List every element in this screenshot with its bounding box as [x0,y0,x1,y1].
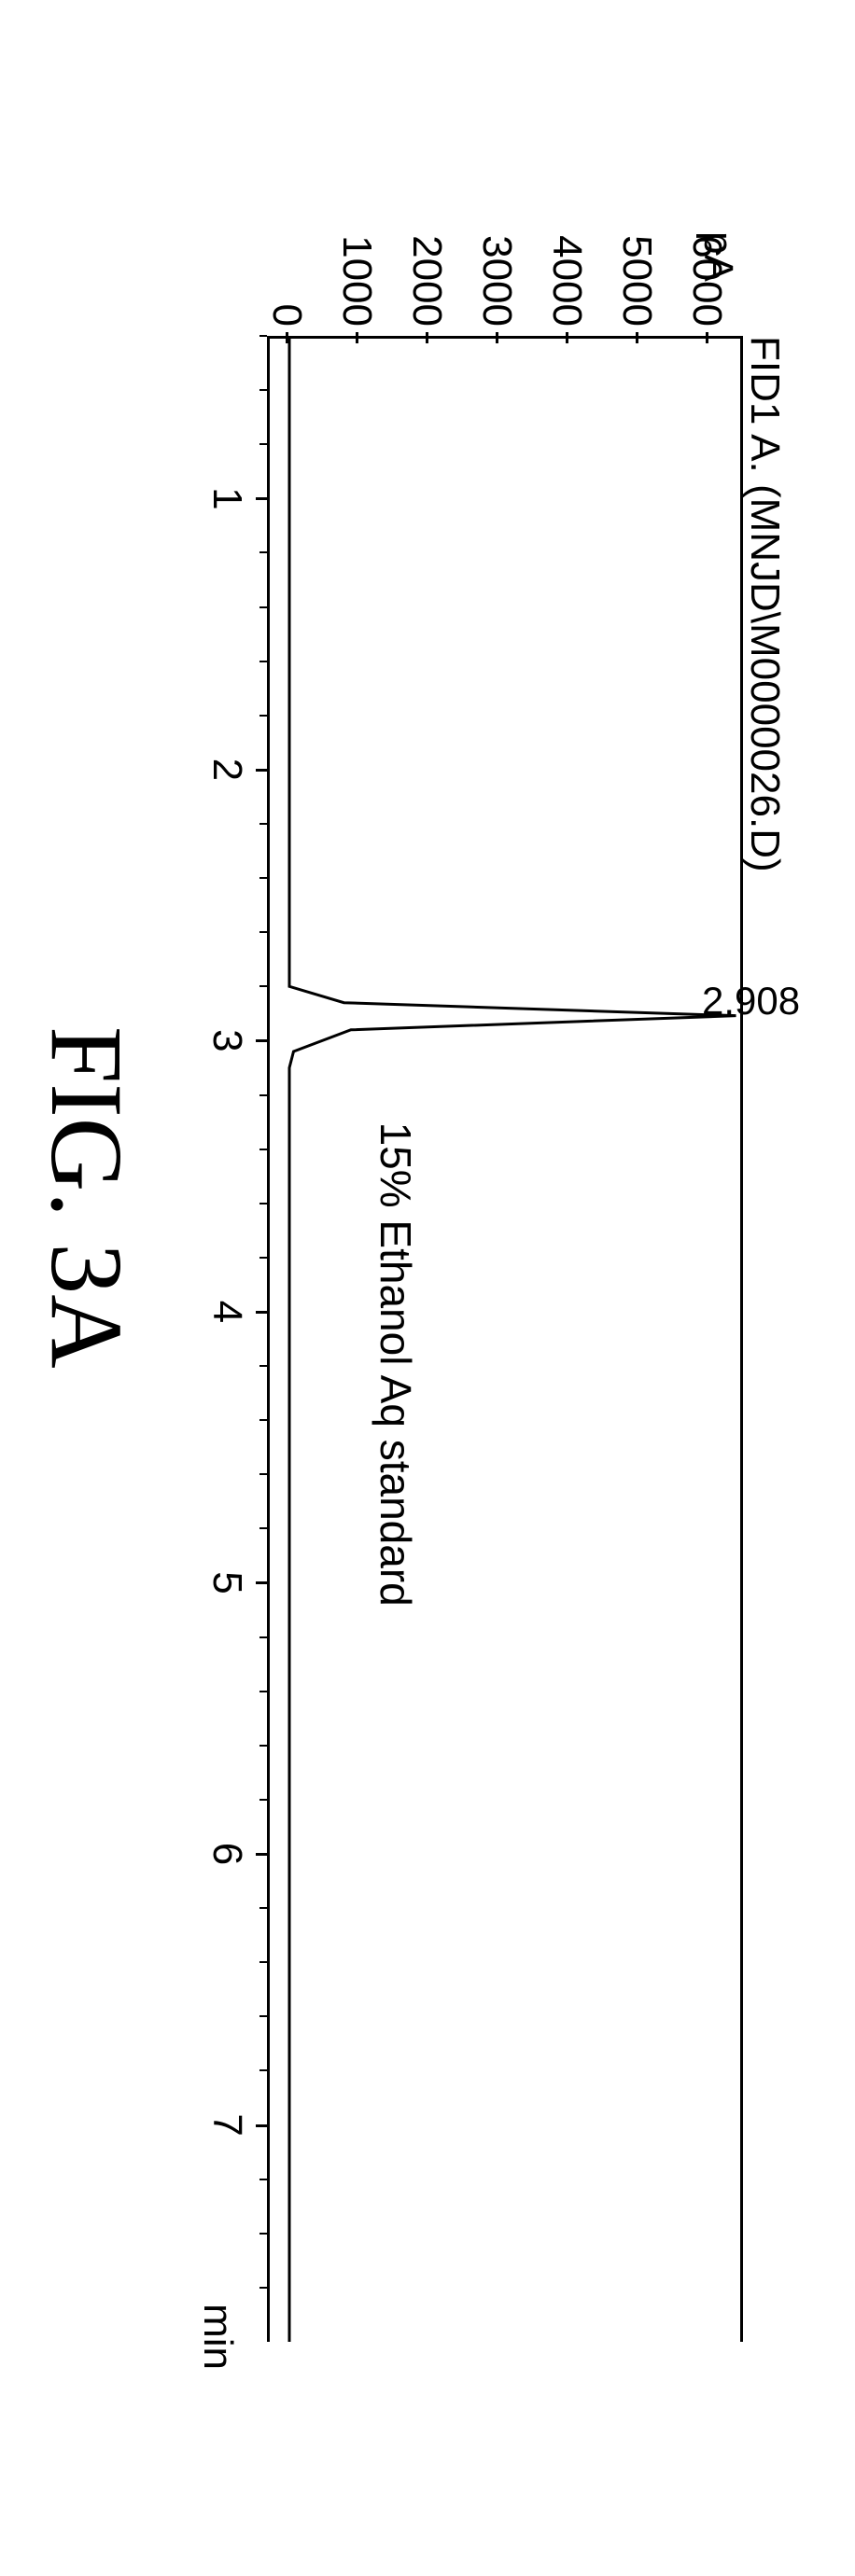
y-tick-label: 6000 [684,215,731,327]
x-tick-label: 4 [203,1301,250,1323]
x-tick [256,2124,267,2127]
y-tick [287,332,289,343]
sample-annotation: 15% Ethanol Aq standard [371,1122,421,1607]
x-minor-tick [259,1961,267,1963]
figure-label: FIG. 3A [27,1026,146,1369]
x-minor-tick [259,1473,267,1475]
x-minor-tick [259,1527,267,1529]
y-tick [497,332,499,343]
x-minor-tick [259,2233,267,2235]
x-axis-label: min [194,2304,241,2370]
x-minor-tick [259,1907,267,1909]
x-tick [256,1039,267,1042]
x-minor-tick [259,335,267,337]
y-tick [427,332,429,343]
chart-title: FID1 A. (MNJD\M0000026.D) [741,336,788,872]
x-tick [256,769,267,772]
trace-line [267,336,743,2342]
chromatogram-chart: FID1 A. (MNJD\M0000026.D) pA 01000200030… [202,149,799,2370]
x-minor-tick [259,1636,267,1638]
x-minor-tick [259,2179,267,2180]
x-minor-tick [259,1691,267,1692]
x-tick-label: 7 [203,2113,250,2136]
y-tick-label: 4000 [544,215,591,327]
y-tick [357,332,359,343]
x-tick [256,497,267,500]
x-minor-tick [259,823,267,825]
y-tick-label: 2000 [404,215,451,327]
x-minor-tick [259,931,267,933]
x-tick [256,1311,267,1314]
x-tick-label: 6 [203,1843,250,1865]
x-minor-tick [259,551,267,553]
x-minor-tick [259,443,267,445]
x-tick-label: 5 [203,1571,250,1594]
x-minor-tick [259,606,267,608]
x-minor-tick [259,661,267,662]
x-minor-tick [259,1365,267,1367]
y-tick-label: 3000 [474,215,521,327]
y-tick [637,332,639,343]
x-tick-label: 2 [203,759,250,781]
x-minor-tick [259,1257,267,1259]
x-minor-tick [259,2015,267,2017]
x-tick-label: 1 [203,487,250,509]
x-minor-tick [259,715,267,717]
x-minor-tick [259,389,267,391]
peak-retention-label: 2.908 [702,979,800,1023]
x-minor-tick [259,1745,267,1747]
x-tick [256,1581,267,1584]
x-minor-tick [259,877,267,879]
x-minor-tick [259,1094,267,1096]
x-minor-tick [259,1149,267,1150]
y-tick [707,332,709,343]
x-tick [256,1853,267,1856]
x-minor-tick [259,1203,267,1204]
x-minor-tick [259,2069,267,2071]
x-minor-tick [259,985,267,987]
y-tick [567,332,569,343]
y-tick-label: 0 [264,215,311,327]
x-minor-tick [259,1799,267,1801]
y-tick-label: 5000 [614,215,661,327]
x-tick-label: 3 [203,1029,250,1051]
x-minor-tick [259,1419,267,1421]
y-tick-label: 1000 [334,215,381,327]
x-minor-tick [259,2287,267,2289]
